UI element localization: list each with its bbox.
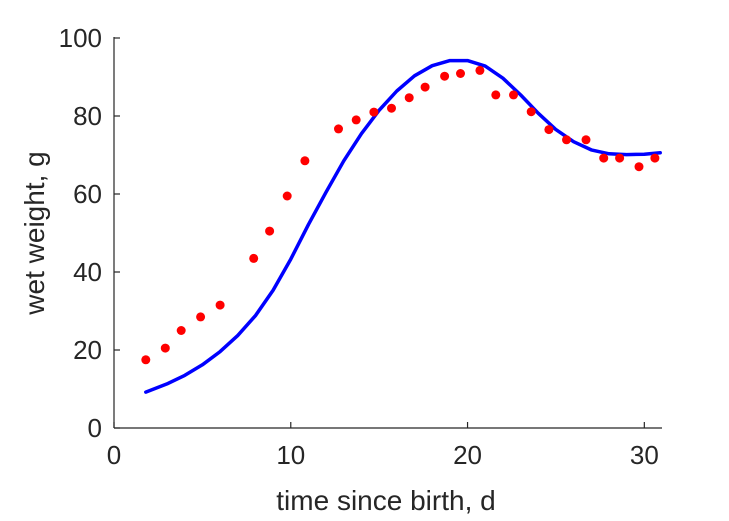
- y-tick-label: 20: [73, 335, 102, 365]
- data-point: [420, 82, 430, 92]
- data-point: [265, 226, 275, 236]
- data-point: [562, 135, 571, 145]
- tick-labels: 0 10 20 30 0 20 40 60 80 100: [59, 23, 659, 470]
- x-axis-label: time since birth, d: [276, 485, 495, 516]
- y-tick-label: 60: [73, 179, 102, 209]
- data-point: [456, 69, 465, 78]
- data-point: [334, 124, 343, 134]
- y-tick-label: 0: [88, 413, 102, 443]
- data-point: [599, 153, 609, 163]
- data-point: [249, 253, 259, 263]
- data-point: [509, 90, 518, 100]
- x-tick-label: 30: [630, 440, 659, 470]
- data-point: [369, 107, 379, 117]
- data-point: [141, 355, 151, 365]
- x-tick-label: 20: [453, 440, 482, 470]
- data-point: [615, 153, 625, 163]
- series-layer: [141, 58, 662, 394]
- data-point: [650, 153, 660, 163]
- data-point: [176, 326, 186, 335]
- data-point: [526, 107, 536, 117]
- data-point: [581, 135, 591, 145]
- data-point: [351, 115, 361, 125]
- ticks: [113, 37, 645, 429]
- data-point: [300, 156, 310, 166]
- x-tick-label: 0: [107, 440, 121, 470]
- data-point: [282, 191, 292, 201]
- data-point: [491, 90, 501, 100]
- x-tick-label: 10: [276, 440, 305, 470]
- axes: [113, 37, 662, 429]
- y-tick-label: 40: [73, 257, 102, 287]
- data-point: [160, 343, 170, 353]
- data-point: [440, 71, 450, 81]
- data-point: [404, 93, 414, 103]
- data-point: [634, 162, 644, 172]
- model-curve: [144, 58, 662, 394]
- y-axis-label: wet weight, g: [19, 151, 50, 315]
- data-point: [196, 312, 206, 322]
- data-point: [544, 125, 554, 135]
- y-tick-label: 100: [59, 23, 102, 53]
- data-point: [387, 103, 396, 113]
- y-tick-label: 80: [73, 101, 102, 131]
- data-point: [475, 65, 485, 75]
- data-point: [215, 300, 225, 310]
